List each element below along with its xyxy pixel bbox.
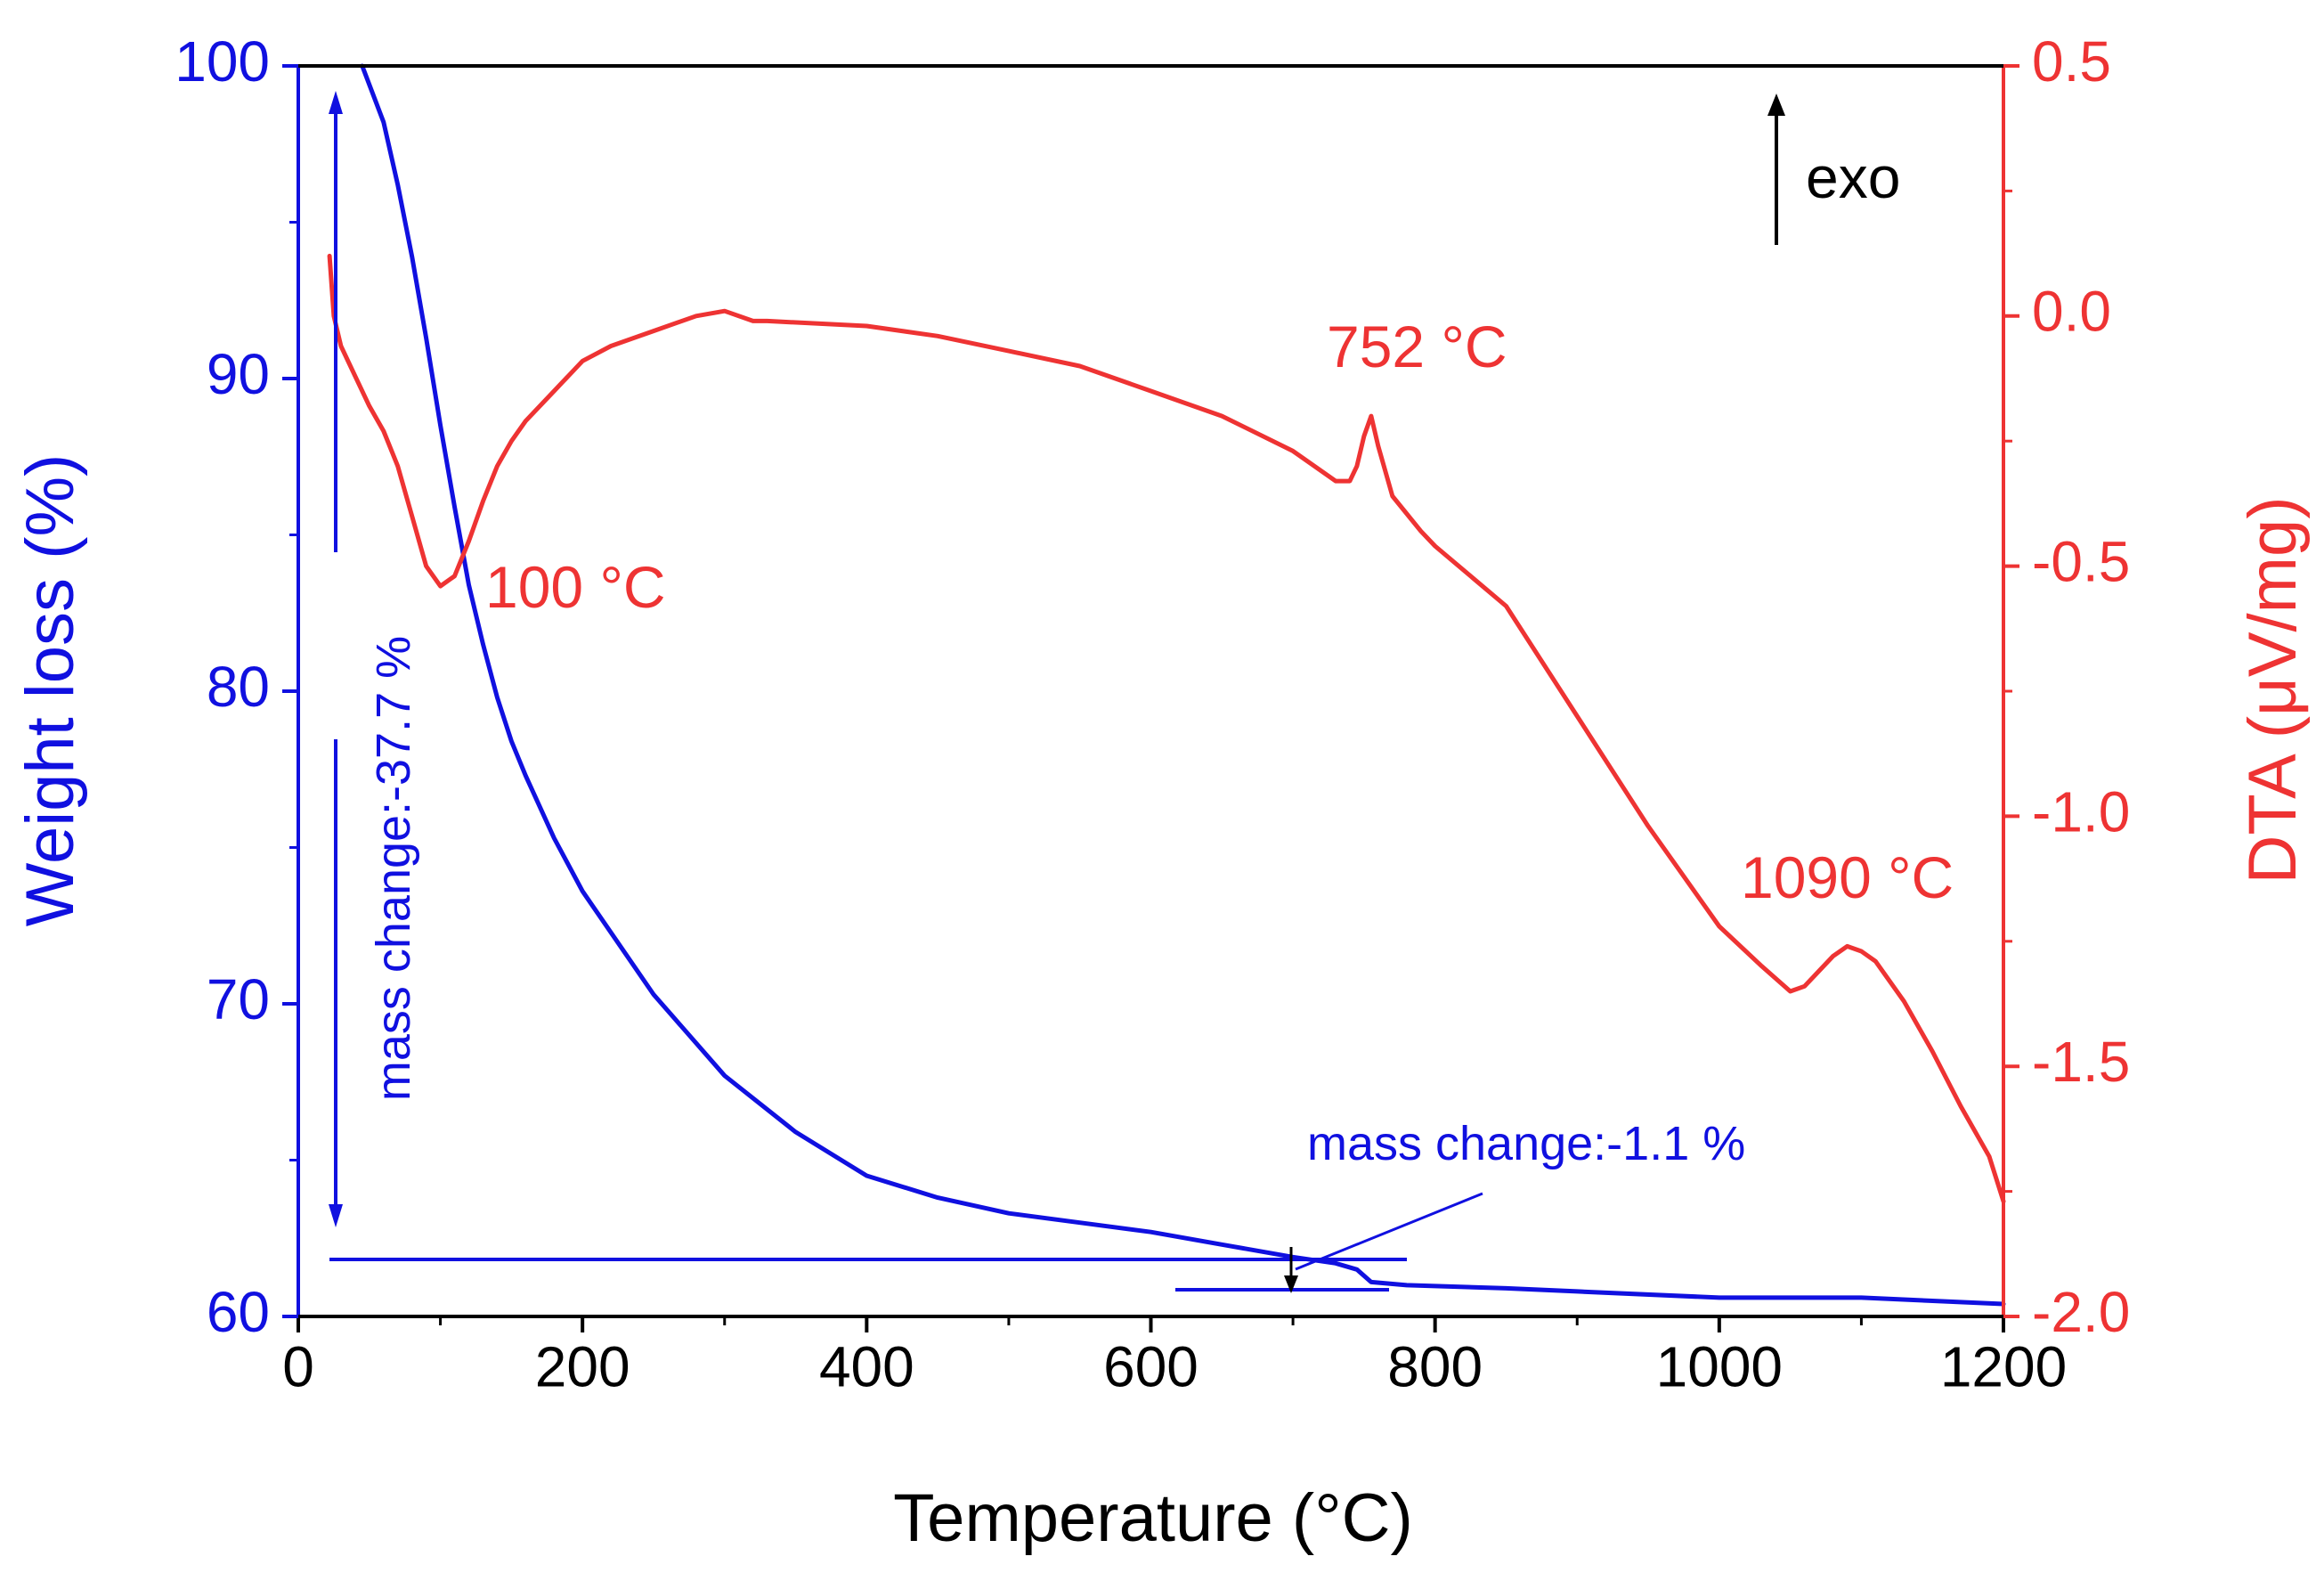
mass-change-step-label: mass change:-1.1 % (1307, 1117, 1745, 1170)
x-tick-label: 600 (1103, 1334, 1199, 1398)
series-line-weight-loss (360, 63, 2006, 1307)
y-left-axis-title: Weight loss (%) (12, 454, 88, 927)
y-left-tick-label: 80 (207, 655, 270, 719)
y-right-tick-label: -2.0 (2032, 1280, 2130, 1344)
x-tick-label: 400 (819, 1334, 914, 1398)
mass-change-total-arrow-up-icon (329, 91, 343, 114)
mass-change-total-arrow-down-icon (329, 1204, 343, 1227)
mass-change-step-leader (1295, 1192, 1483, 1271)
y-left-tick-label: 70 (207, 967, 270, 1031)
series-line-dta (327, 253, 2006, 1204)
y-right-tick-label: -1.5 (2032, 1030, 2130, 1094)
peak-label-752: 752 °C (1327, 314, 1507, 379)
exo-label: exo (1806, 144, 1900, 210)
y-left-tick-label: 90 (207, 342, 270, 406)
y-right-axis-title: DTA (μV/mg) (2235, 496, 2311, 884)
x-tick-label: 1000 (1656, 1334, 1783, 1398)
peak-label-100: 100 °C (485, 554, 666, 620)
y-right-tick-label: -0.5 (2032, 530, 2130, 594)
ticks-layer: 0 200 400 600 800 1000 1200 60 70 80 90 100 -2.0 -1.5… (175, 29, 2130, 1399)
x-tick-label: 1200 (1940, 1334, 2067, 1398)
y-right-tick-label: 0.5 (2032, 29, 2111, 94)
y-right-tick-label: -1.0 (2032, 779, 2130, 843)
peak-label-1090: 1090 °C (1741, 844, 1954, 910)
y-left-tick-label: 60 (207, 1280, 270, 1344)
x-axis-title: Temperature (°C) (893, 1480, 1413, 1556)
x-tick-label: 200 (535, 1334, 630, 1398)
series-layer (327, 63, 2006, 1307)
y-right-tick-label: 0.0 (2032, 280, 2111, 344)
y-left-tick-label: 100 (175, 29, 270, 94)
mass-change-total-label: mass change:-37.7 % (367, 636, 420, 1101)
x-tick-label: 800 (1387, 1334, 1483, 1398)
x-tick-label: 0 (282, 1334, 314, 1398)
exo-arrow-icon (1767, 94, 1785, 116)
mass-change-step-arrow-down-icon (1284, 1275, 1298, 1293)
